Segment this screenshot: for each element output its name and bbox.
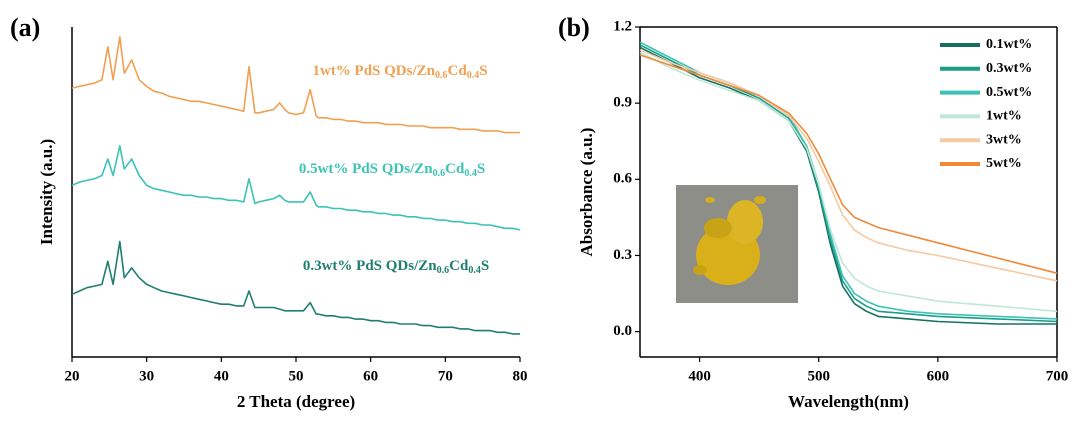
- series-line: [72, 37, 520, 133]
- x-tick-label: 400: [688, 368, 711, 384]
- series-line: [72, 146, 520, 230]
- subscript: 0.4: [467, 70, 480, 81]
- x-axis-title: 2 Theta (degree): [237, 392, 355, 411]
- legend-label: 0.5wt%: [986, 85, 1032, 100]
- annotation-part: S: [481, 258, 489, 274]
- annotation-part: 0.5wt% PdS QDs/Zn: [299, 161, 433, 177]
- annotation-part: S: [477, 161, 485, 177]
- panel-label: (b): [558, 13, 590, 42]
- y-axis-title: Absorbance (a.u.): [577, 128, 596, 257]
- x-tick-label: 500: [807, 368, 830, 384]
- series-annotation: 0.5wt% PdS QDs/Zn0.6Cd0.4S: [299, 161, 485, 179]
- y-tick-label: 0.3: [613, 247, 632, 263]
- annotation-part: 0.3wt% PdS QDs/Zn: [303, 258, 437, 274]
- y-tick-label: 0.9: [613, 95, 632, 111]
- legend-label: 0.1wt%: [986, 37, 1032, 52]
- subscript: 0.6: [433, 168, 446, 179]
- inset-photo: [676, 185, 798, 303]
- legend-label: 3wt%: [986, 132, 1022, 147]
- subscript: 0.4: [464, 168, 477, 179]
- subscript: 0.6: [437, 265, 450, 276]
- panel-label: (a): [10, 13, 40, 42]
- subscript: 0.6: [435, 70, 448, 81]
- x-axis-title: Wavelength(nm): [788, 392, 909, 411]
- legend-label: 5wt%: [986, 156, 1022, 171]
- x-tick-label: 50: [289, 368, 304, 384]
- subscript: 0.4: [468, 265, 481, 276]
- x-tick-label: 40: [214, 368, 229, 384]
- x-tick-label: 80: [513, 368, 528, 384]
- y-tick-label: 0.6: [613, 171, 632, 187]
- annotation-part: Cd: [445, 161, 465, 177]
- x-tick-label: 30: [139, 368, 154, 384]
- y-axis-title: Intensity (a.u.): [37, 139, 56, 245]
- series-line: [72, 242, 520, 334]
- y-tick-label: 1.2: [613, 18, 632, 34]
- legend-label: 0.3wt%: [986, 61, 1032, 76]
- y-tick-label: 0.0: [613, 323, 632, 339]
- x-tick-label: 700: [1046, 368, 1069, 384]
- annotation-part: Cd: [448, 63, 468, 79]
- legend-label: 1wt%: [986, 109, 1022, 124]
- x-tick-label: 600: [927, 368, 950, 384]
- annotation-part: S: [479, 63, 487, 79]
- x-tick-label: 60: [363, 368, 378, 384]
- series-annotation: 0.3wt% PdS QDs/Zn0.6Cd0.4S: [303, 258, 489, 276]
- figure: (a) 20 30 40 50 60 70 80 2 Theta (degree) Intensi…: [0, 0, 1077, 423]
- x-tick-label: 20: [65, 368, 80, 384]
- annotation-part: Cd: [449, 258, 469, 274]
- annotation-part: 1wt% PdS QDs/Zn: [312, 63, 435, 79]
- x-tick-label: 70: [438, 368, 453, 384]
- series-annotation: 1wt% PdS QDs/Zn0.6Cd0.4S: [312, 63, 487, 81]
